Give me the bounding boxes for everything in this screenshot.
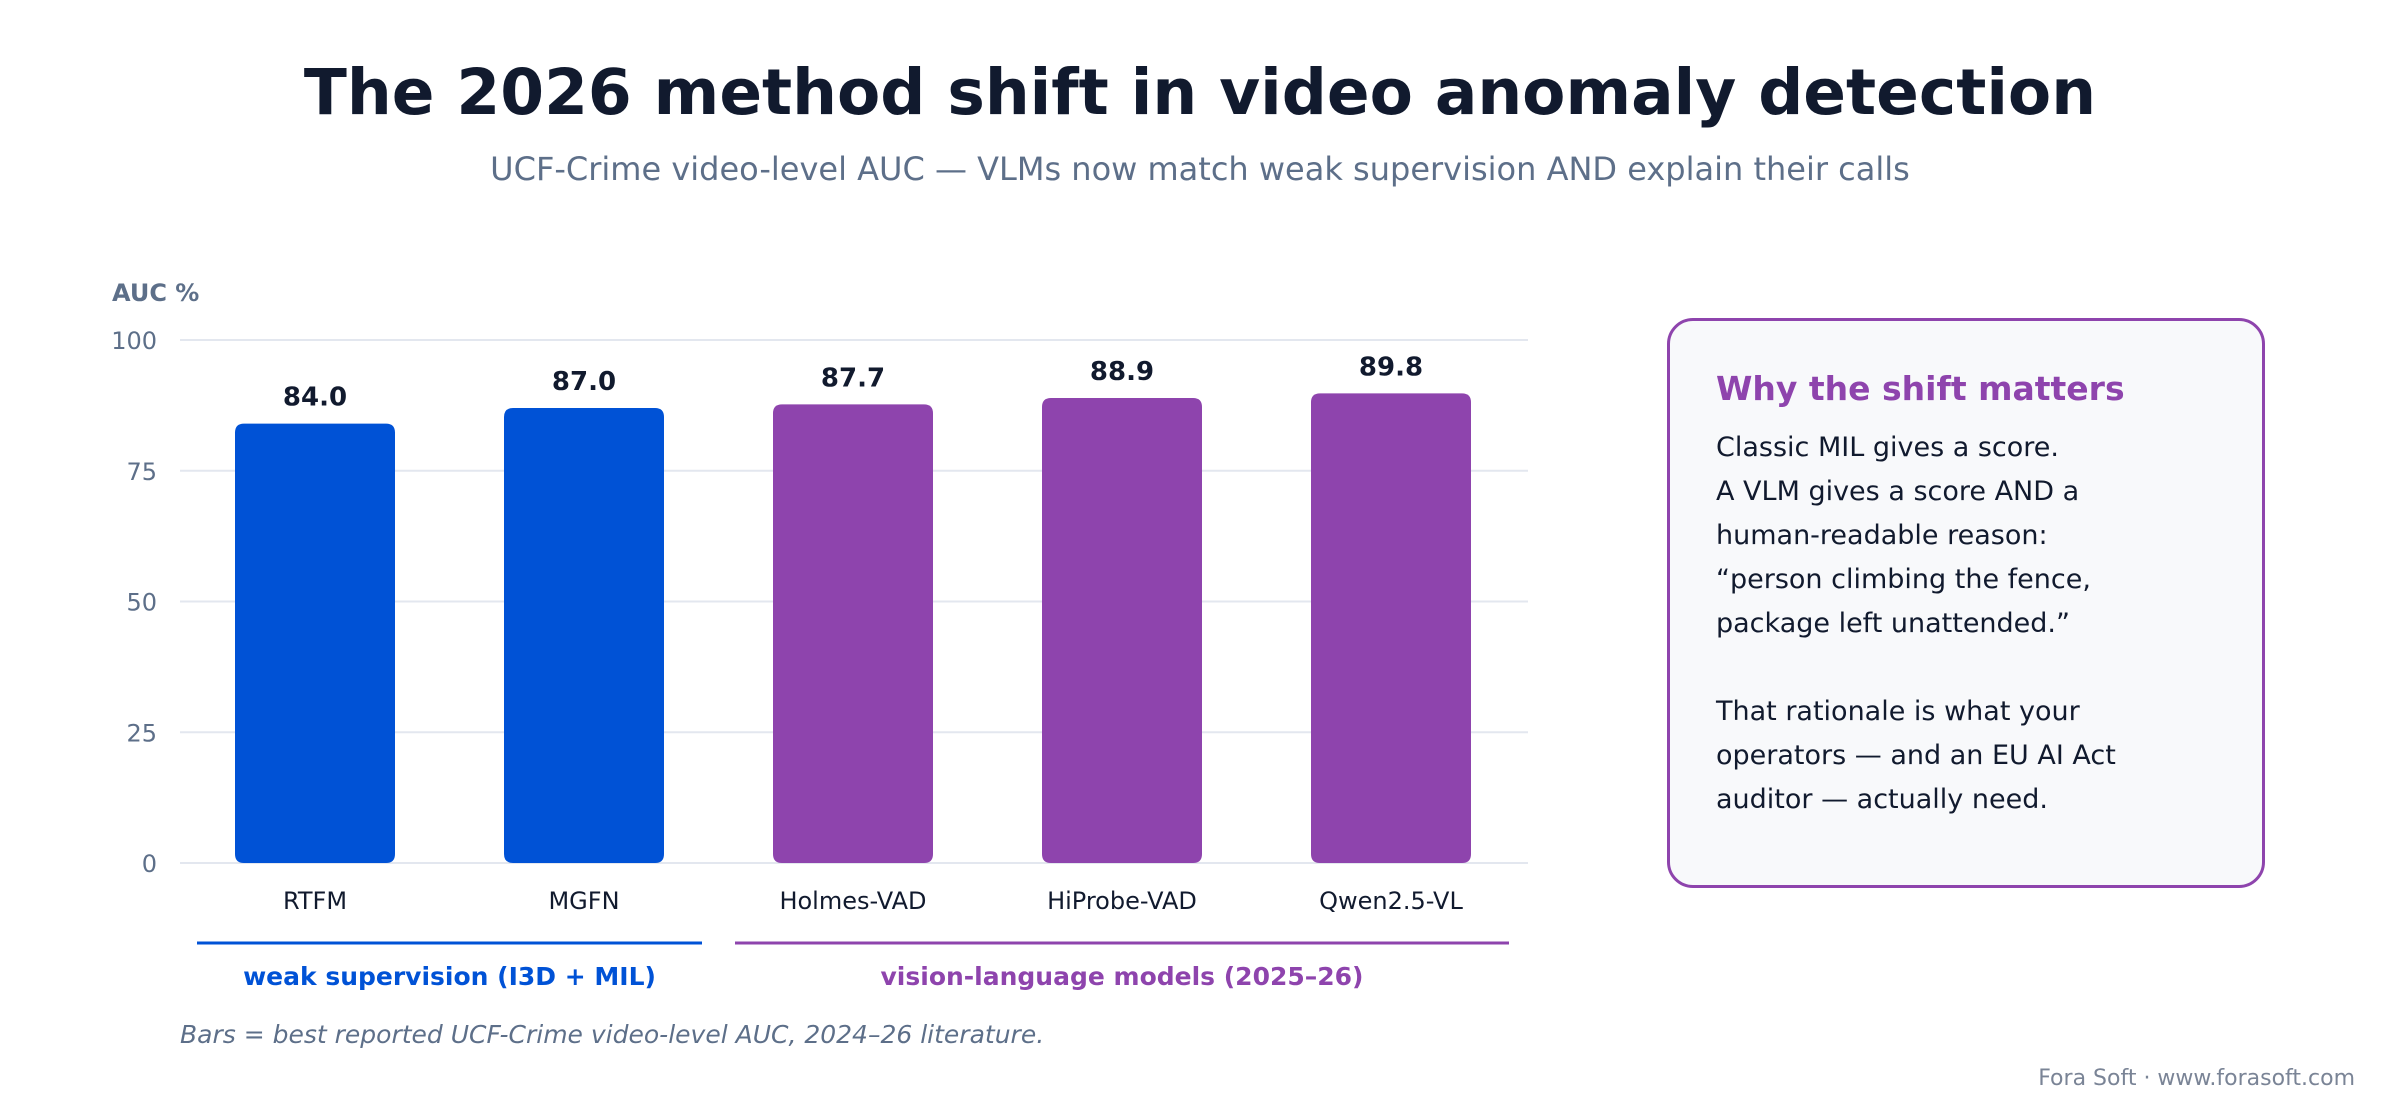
y-tick-label: 0 (142, 850, 157, 878)
bars (235, 393, 1471, 863)
bar-value-label: 84.0 (283, 383, 347, 413)
x-axis-categories: RTFM MGFN Holmes-VAD HiProbe-VAD Qwen2.5-VL (283, 887, 1464, 915)
credit-text: Fora Soft · www.forasoft.com (2038, 1066, 2355, 1091)
card-line: That rationale is what your (1716, 696, 2080, 727)
y-tick-label: 100 (111, 327, 157, 355)
y-tick-label: 75 (126, 458, 157, 486)
y-axis-ticks: 0 25 50 75 100 (111, 327, 157, 878)
card-line: package left unattended.” (1716, 608, 2071, 639)
x-category-label: HiProbe-VAD (1047, 887, 1197, 915)
x-category-label: MGFN (548, 887, 619, 915)
y-axis-label: AUC % (112, 279, 199, 307)
footnote: Bars = best reported UCF-Crime video-lev… (180, 1020, 1045, 1049)
chart-title: The 2026 method shift in video anomaly d… (303, 56, 2097, 129)
card-title: Why the shift matters (1716, 369, 2125, 408)
bar-value-label: 87.0 (552, 367, 616, 397)
bar (235, 423, 395, 863)
bar-value-label: 88.9 (1090, 357, 1154, 387)
x-category-label: Holmes-VAD (779, 887, 926, 915)
card-line: “person climbing the fence, (1716, 564, 2091, 595)
group-label: weak supervision (I3D + MIL) (243, 962, 656, 991)
info-card: Why the shift matters Classic MIL gives … (1667, 318, 2265, 888)
x-category-label: Qwen2.5-VL (1319, 887, 1463, 915)
bar (773, 404, 933, 863)
bar-chart: 0 25 50 75 100 AUC % 84.0 87.0 87.7 88.9 89.8 RT… (111, 279, 1528, 991)
x-category-label: RTFM (283, 887, 347, 915)
bar (1042, 398, 1202, 863)
group-label: vision-language models (2025–26) (881, 962, 1364, 991)
card-paragraph-1: Classic MIL gives a score. A VLM gives a… (1716, 426, 2216, 646)
card-line: Classic MIL gives a score. (1716, 432, 2059, 463)
y-tick-label: 25 (126, 719, 157, 747)
bar-value-label: 87.7 (821, 363, 885, 393)
card-line: operators — and an EU AI Act (1716, 740, 2116, 771)
group-brackets: weak supervision (I3D + MIL) vision-langu… (197, 941, 1509, 991)
bar-value-label: 89.8 (1359, 352, 1423, 382)
y-tick-label: 50 (126, 589, 157, 617)
card-line: human-readable reason: (1716, 520, 2048, 551)
bar (504, 407, 664, 863)
card-line: auditor — actually need. (1716, 784, 2048, 815)
value-labels: 84.0 87.0 87.7 88.9 89.8 (283, 352, 1423, 412)
card-line: A VLM gives a score AND a (1716, 476, 2080, 507)
card-paragraph-2: That rationale is what your operators — … (1716, 690, 2216, 822)
chart-subtitle: UCF-Crime video-level AUC — VLMs now mat… (490, 150, 1910, 188)
bar (1311, 393, 1471, 863)
